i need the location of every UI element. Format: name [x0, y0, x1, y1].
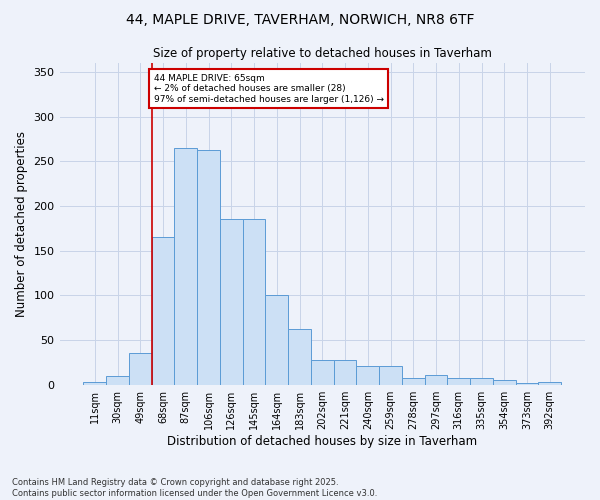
Bar	[311, 360, 334, 384]
Bar	[220, 218, 242, 384]
Y-axis label: Number of detached properties: Number of detached properties	[15, 131, 28, 317]
Bar	[106, 376, 129, 384]
Bar	[83, 382, 106, 384]
Bar	[265, 296, 288, 384]
Bar	[242, 218, 265, 384]
Bar	[197, 150, 220, 384]
Text: 44 MAPLE DRIVE: 65sqm
← 2% of detached houses are smaller (28)
97% of semi-detac: 44 MAPLE DRIVE: 65sqm ← 2% of detached h…	[154, 74, 384, 104]
Bar	[129, 354, 152, 384]
Text: 44, MAPLE DRIVE, TAVERHAM, NORWICH, NR8 6TF: 44, MAPLE DRIVE, TAVERHAM, NORWICH, NR8 …	[126, 12, 474, 26]
Bar	[515, 383, 538, 384]
Bar	[334, 360, 356, 384]
Bar	[356, 366, 379, 384]
Bar	[402, 378, 425, 384]
Bar	[448, 378, 470, 384]
Bar	[175, 148, 197, 384]
Bar	[493, 380, 515, 384]
Bar	[538, 382, 561, 384]
Text: Contains HM Land Registry data © Crown copyright and database right 2025.
Contai: Contains HM Land Registry data © Crown c…	[12, 478, 377, 498]
Bar	[425, 375, 448, 384]
Bar	[379, 366, 402, 384]
Title: Size of property relative to detached houses in Taverham: Size of property relative to detached ho…	[153, 48, 492, 60]
Bar	[152, 238, 175, 384]
Bar	[288, 330, 311, 384]
Bar	[470, 378, 493, 384]
X-axis label: Distribution of detached houses by size in Taverham: Distribution of detached houses by size …	[167, 434, 478, 448]
